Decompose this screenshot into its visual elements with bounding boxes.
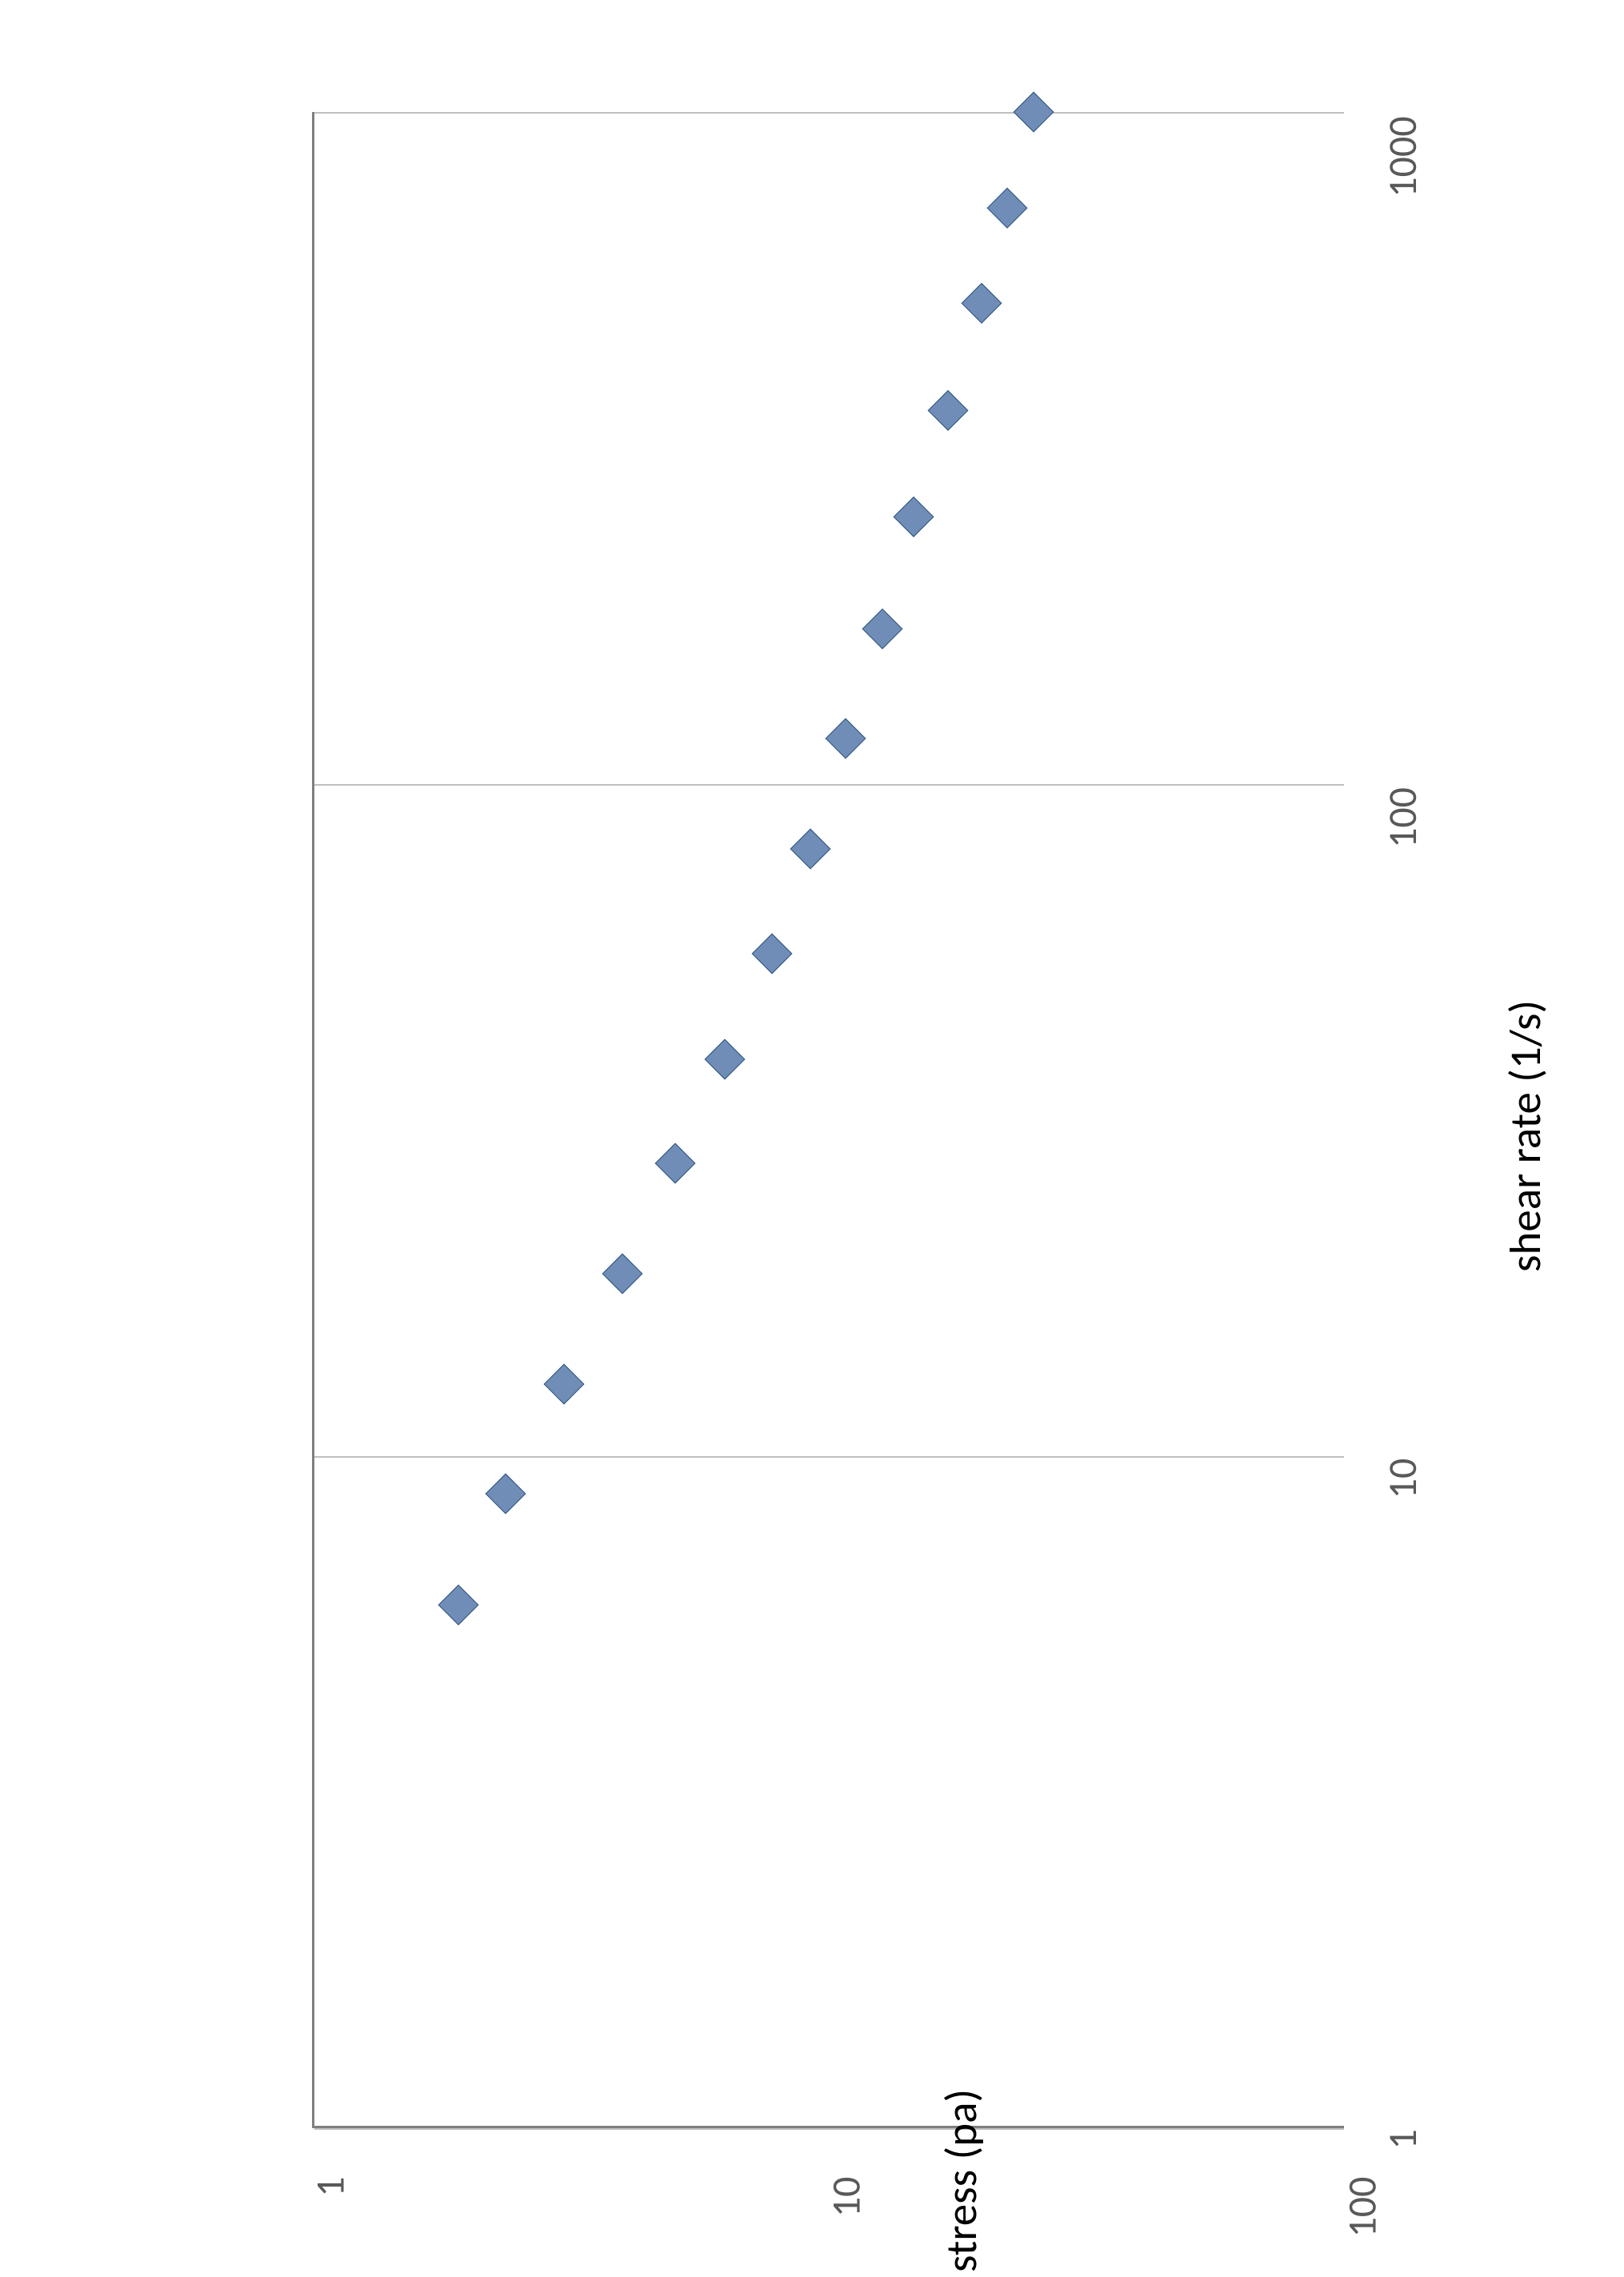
x-tick-label: 1000: [1378, 116, 1427, 197]
plot-area: 1101001101001000stress (pa)shear rate (1…: [312, 112, 1344, 2128]
data-point: [544, 1363, 585, 1404]
data-point: [825, 718, 866, 758]
x-axis-title: shear rate (1/s): [1498, 1000, 1552, 1272]
y-tick-label: 100: [1338, 2177, 1387, 2238]
gridline: [314, 784, 1344, 786]
x-tick-label: 1: [1378, 2129, 1427, 2149]
data-point: [928, 390, 969, 430]
x-tick-label: 10: [1378, 1459, 1427, 1499]
data-point: [486, 1473, 526, 1514]
x-tick-label: 100: [1378, 787, 1427, 848]
data-point: [862, 609, 902, 650]
gridline: [314, 112, 1344, 114]
data-point: [602, 1253, 642, 1294]
y-tick-label: 10: [822, 2177, 871, 2218]
page-root: Fig. 1a 1101001101001000stress (pa)shear…: [0, 0, 1624, 2277]
chart: 1101001101001000stress (pa)shear rate (1…: [312, 112, 1344, 2128]
y-tick-label: 1: [306, 2177, 355, 2197]
data-point: [1014, 92, 1054, 133]
data-point: [986, 187, 1027, 228]
y-axis-title: stress (pa): [934, 2089, 988, 2272]
data-point: [654, 1143, 695, 1183]
gridline: [314, 2128, 1344, 2130]
gridline: [314, 1456, 1344, 1458]
data-point: [894, 496, 934, 537]
data-point: [438, 1585, 478, 1626]
data-point: [961, 282, 1002, 323]
data-point: [705, 1038, 746, 1079]
data-point: [790, 829, 831, 870]
data-point: [751, 933, 792, 974]
